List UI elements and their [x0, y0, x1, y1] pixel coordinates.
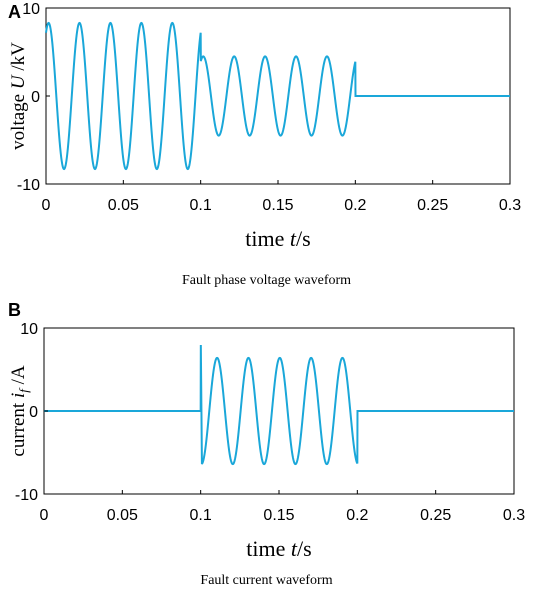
- y-tick-label: 10: [22, 1, 40, 18]
- panel-b-label: B: [8, 300, 21, 320]
- x-tick-label: 0.15: [263, 507, 294, 524]
- x-tick-label: 0.3: [499, 197, 521, 214]
- x-tick-label: 0.3: [503, 507, 525, 524]
- waveform-line: [44, 345, 514, 466]
- x-tick-label: 0.05: [107, 507, 138, 524]
- x-axis-label: time t/s: [245, 226, 310, 251]
- x-tick-label: 0.1: [190, 507, 212, 524]
- y-tick-label: 10: [20, 321, 38, 338]
- x-axis-label: time t/s: [246, 536, 311, 561]
- y-tick-label: 0: [29, 404, 38, 421]
- y-tick-label: -10: [15, 487, 38, 504]
- x-tick-label: 0.2: [346, 507, 368, 524]
- x-tick-label: 0.25: [420, 507, 451, 524]
- x-tick-label: 0.1: [190, 197, 212, 214]
- x-tick-label: 0: [40, 507, 49, 524]
- y-axis-label: current if /A: [8, 365, 31, 456]
- current-caption: Fault current waveform: [200, 573, 333, 588]
- x-tick-label: 0.25: [417, 197, 448, 214]
- waveform-line: [45, 21, 510, 171]
- y-axis-label: voltage U /kV: [8, 42, 29, 150]
- x-tick-label: 0.05: [108, 197, 139, 214]
- y-tick-label: -10: [17, 177, 40, 194]
- panel-a-label: A: [8, 2, 21, 22]
- x-tick-label: 0.2: [344, 197, 366, 214]
- x-tick-label: 0: [42, 197, 51, 214]
- voltage-caption: Fault phase voltage waveform: [181, 273, 352, 288]
- y-tick-label: 0: [31, 89, 40, 106]
- x-tick-label: 0.15: [262, 197, 293, 214]
